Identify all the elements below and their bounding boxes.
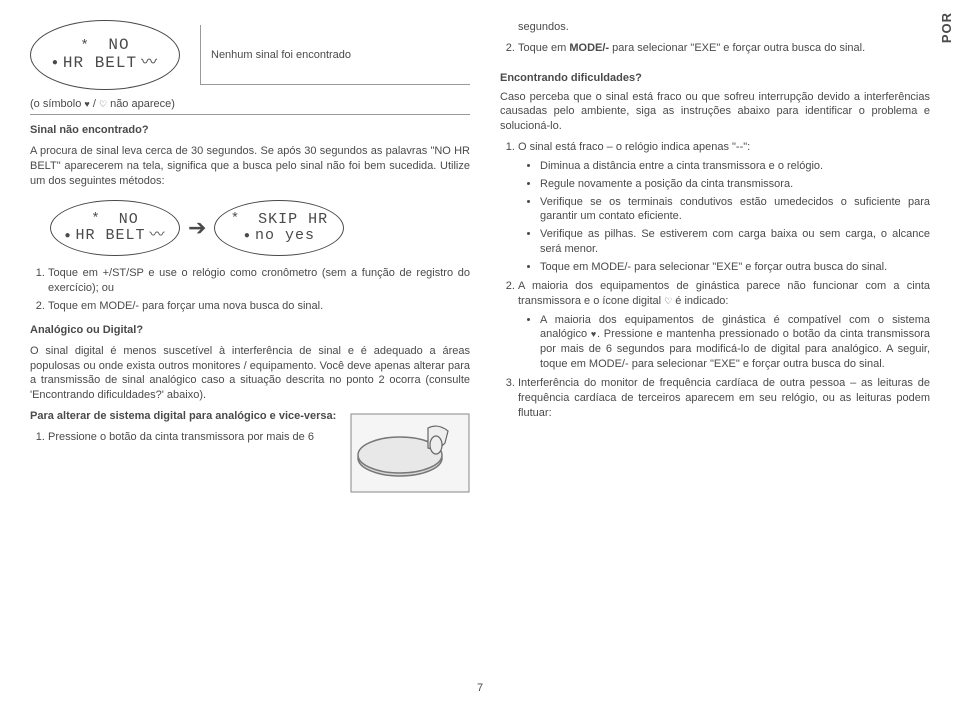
lcd-line1: NO: [108, 37, 129, 55]
list-item: Toque em +/ST/SP e use o relógio como cr…: [48, 266, 470, 296]
txt: é indicado:: [672, 295, 728, 307]
heading-troubleshoot: Encontrando dificuldades?: [500, 71, 930, 86]
para-analog-digital: O sinal digital é menos suscetível à int…: [30, 344, 470, 403]
list-item: A maioria dos equipamentos de ginástica …: [540, 313, 930, 372]
symbol-post: não aparece): [107, 98, 175, 110]
sub-list: Diminua a distância entre a cinta transm…: [518, 159, 930, 275]
continuation-seconds: segundos.: [518, 20, 930, 35]
ellipse-flow: * NO ● HR BELT 〰 ➔ * SKIP HR ● no yes: [50, 200, 470, 256]
list-item: Toque em MODE/- para selecionar "EXE" e …: [540, 260, 930, 275]
arrow-icon: ➔: [188, 215, 206, 241]
wave-icon: 〰: [141, 55, 158, 73]
change-system-list: Pressione o botão da cinta transmissora …: [30, 430, 342, 445]
star-icon: *: [80, 39, 89, 54]
troubleshoot-list: O sinal está fraco – o relógio indica ap…: [500, 140, 930, 423]
list-item: O sinal está fraco – o relógio indica ap…: [518, 140, 930, 275]
list-item: Pressione o botão da cinta transmissora …: [48, 430, 342, 445]
star-icon: *: [231, 212, 240, 227]
lcd-line1: NO: [119, 212, 139, 229]
list-item: Verifique se os terminais condutivos est…: [540, 195, 930, 225]
lcd-line2: HR BELT: [75, 228, 145, 245]
lcd-ellipse-no-hr: * NO ● HR BELT〰: [30, 20, 180, 90]
page-number: 7: [477, 682, 483, 694]
heart-icon: ●: [244, 231, 251, 242]
txt-bold: MODE/-: [569, 42, 609, 54]
heart-icon: ●: [64, 231, 71, 242]
side-tab-lang: POR: [939, 12, 954, 43]
continuation-block: segundos.: [518, 20, 930, 41]
list-item: Toque em MODE/- para selecionar "EXE" e …: [518, 41, 930, 56]
lcd-line2: HR BELT: [63, 55, 137, 73]
list-item: Regule novamente a posição da cinta tran…: [540, 177, 930, 192]
slash: /: [90, 98, 99, 110]
txt: para selecionar "EXE" e forçar outra bus…: [609, 42, 865, 54]
txt: Toque em: [518, 42, 569, 54]
heart-digital-icon: ♡: [664, 296, 672, 306]
page-columns: * NO ●HR BELT〰 Nenhum sinal foi encontra…: [30, 20, 930, 686]
heading-signal-not-found: Sinal não encontrado?: [30, 123, 470, 138]
display-label: Nenhum sinal foi encontrado: [200, 25, 470, 85]
lcd-ellipse-left: * NO ● HR BELT 〰: [50, 200, 180, 256]
symbol-pre: (o símbolo: [30, 98, 84, 110]
method-list: Toque em +/ST/SP e use o relógio como cr…: [30, 266, 470, 317]
star-icon: *: [91, 212, 100, 227]
txt: O sinal está fraco – o relógio indica ap…: [518, 141, 750, 153]
heading-analog-digital: Analógico ou Digital?: [30, 323, 470, 338]
list-item: Interferência do monitor de frequência c…: [518, 376, 930, 421]
change-system-block: Para alterar de sistema digital para ana…: [30, 409, 470, 493]
heading-change-system: Para alterar de sistema digital para ana…: [30, 409, 342, 424]
txt: . Pressione e mantenha pressionado o bot…: [540, 328, 930, 370]
para-signal-search: A procura de sinal leva cerca de 30 segu…: [30, 144, 470, 189]
display-row-main: * NO ● HR BELT〰 Nenhum sinal foi encontra…: [30, 20, 470, 90]
continuation-list: Toque em MODE/- para selecionar "EXE" e …: [500, 41, 930, 59]
lcd-ellipse-right: * SKIP HR ● no yes: [214, 200, 344, 256]
left-column: * NO ●HR BELT〰 Nenhum sinal foi encontra…: [30, 20, 470, 686]
heart-digital-icon: ♡: [99, 99, 107, 109]
belt-press-illustration: [350, 413, 470, 493]
para-troubleshoot-intro: Caso perceba que o sinal está fraco ou q…: [500, 90, 930, 135]
heart-icon: ●: [52, 58, 59, 69]
symbol-note: (o símbolo ♥ / ♡ não aparece): [30, 98, 470, 115]
list-item: A maioria dos equipamentos de ginástica …: [518, 279, 930, 372]
right-column: segundos. Toque em MODE/- para seleciona…: [500, 20, 930, 686]
list-item: Toque em MODE/- para forçar uma nova bus…: [48, 299, 470, 314]
lcd-line1: SKIP HR: [258, 212, 328, 229]
list-item: Diminua a distância entre a cinta transm…: [540, 159, 930, 174]
list-item: Verifique as pilhas. Se estiverem com ca…: [540, 227, 930, 257]
lcd-line2: no yes: [255, 228, 315, 245]
wave-icon: 〰: [150, 228, 166, 245]
sub-list: A maioria dos equipamentos de ginástica …: [518, 313, 930, 372]
